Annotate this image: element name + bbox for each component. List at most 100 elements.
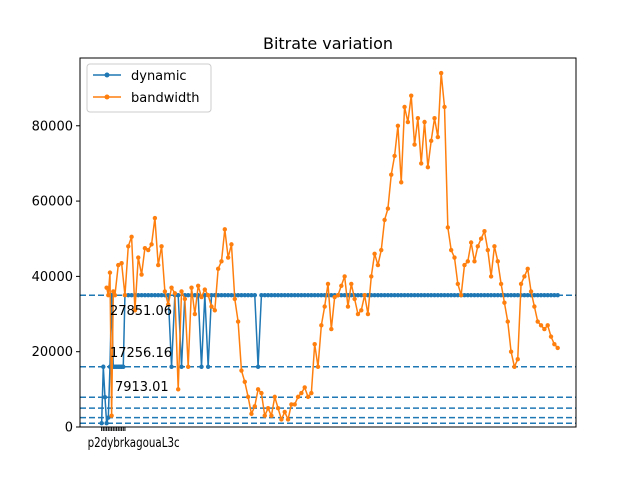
series-bandwidth-point (379, 247, 384, 253)
series-dynamic-point (199, 364, 204, 369)
legend-dynamic-marker (104, 72, 110, 78)
series-bandwidth-point (362, 293, 367, 298)
series-dynamic-point (176, 293, 181, 298)
series-dynamic-point (242, 293, 247, 298)
series-bandwidth-point (399, 180, 404, 185)
series-bandwidth-point (106, 293, 111, 298)
series-dynamic-point (259, 293, 264, 298)
series-bandwidth-point (452, 255, 457, 260)
series-dynamic-point (269, 293, 274, 298)
series-bandwidth-point (219, 259, 224, 264)
series-bandwidth-point (166, 302, 171, 307)
legend-bandwidth-marker (104, 94, 110, 100)
series-dynamic-point (252, 293, 257, 298)
series-bandwidth-point (425, 164, 431, 170)
series-dynamic-point (169, 364, 174, 369)
series-bandwidth-point (262, 413, 267, 418)
series-dynamic-point (126, 293, 131, 298)
series-dynamic-point (106, 415, 111, 420)
series-bandwidth-point (292, 402, 297, 407)
series-dynamic-point (222, 293, 228, 298)
series-dynamic-point (395, 293, 401, 298)
series-bandwidth-point (552, 341, 557, 347)
series-bandwidth-point (548, 334, 554, 339)
series-dynamic-point (295, 293, 301, 298)
series-bandwidth-point (419, 161, 424, 166)
series-dynamic-point (542, 293, 547, 298)
series-bandwidth-point (212, 308, 218, 313)
series-bandwidth-point (319, 323, 324, 328)
series-dynamic-point (505, 293, 510, 298)
series-dynamic-point (136, 293, 141, 298)
series-bandwidth-point (129, 234, 134, 240)
series-dynamic-point (535, 293, 540, 298)
series-bandwidth-point (315, 364, 321, 369)
series-dynamic-point (392, 293, 397, 298)
series-bandwidth-point (312, 341, 317, 347)
series-dynamic-point (192, 293, 198, 298)
series-dynamic-point (515, 293, 520, 298)
series-bandwidth-point (162, 289, 168, 294)
series-bandwidth-point (242, 379, 247, 385)
series-dynamic-point (442, 293, 447, 298)
series-bandwidth-point (239, 368, 244, 373)
series-dynamic-point (455, 293, 461, 298)
y-axis: 0 20000 40000 60000 80000 (32, 119, 80, 436)
series-bandwidth-point (146, 247, 151, 253)
series-dynamic-point (315, 293, 321, 298)
series-bandwidth-point (225, 255, 231, 260)
series-bandwidth-point (149, 242, 154, 247)
series-layer (99, 70, 560, 426)
series-bandwidth-point (195, 283, 201, 288)
series-dynamic-point (415, 293, 421, 298)
series-dynamic-point (482, 293, 487, 298)
series-bandwidth-point (332, 294, 337, 300)
series-dynamic-point (152, 293, 158, 298)
series-bandwidth-point (189, 285, 194, 290)
series-bandwidth-point (492, 244, 497, 249)
series-dynamic-point (265, 293, 271, 298)
series-dynamic-point (355, 293, 361, 298)
series-bandwidth-point (342, 274, 347, 279)
series-bandwidth-point (488, 274, 494, 279)
series-bandwidth-point (525, 266, 530, 272)
series-bandwidth-point (289, 402, 294, 407)
series-bandwidth-point (502, 300, 507, 305)
series-dynamic-point (492, 293, 497, 298)
series-bandwidth-point (495, 259, 500, 264)
series-dynamic-point (156, 293, 161, 298)
series-bandwidth-point (435, 134, 441, 140)
series-bandwidth-point (445, 225, 451, 230)
series-dynamic-point (452, 293, 457, 298)
series-bandwidth-point (122, 293, 128, 298)
series-dynamic-point (272, 293, 277, 298)
series-dynamic-point (239, 293, 244, 298)
series-bandwidth-point (169, 285, 174, 290)
series-dynamic-point (101, 364, 106, 369)
series-bandwidth-point (136, 255, 141, 260)
series-dynamic-point (538, 293, 544, 298)
series-bandwidth-point (375, 262, 381, 268)
series-dynamic-point (319, 293, 324, 298)
series-bandwidth-point (259, 390, 264, 396)
series-bandwidth-point (159, 244, 164, 249)
series-bandwidth-point (349, 281, 354, 287)
y-tick-label: 40000 (32, 270, 73, 285)
series-bandwidth-point (359, 308, 364, 313)
series-dynamic-point (419, 293, 424, 298)
series-bandwidth-point (409, 93, 414, 98)
series-dynamic-point (129, 293, 134, 298)
series-bandwidth-point (245, 394, 251, 400)
series-bandwidth-point (389, 172, 394, 177)
series-bandwidth-point (142, 245, 148, 251)
series-bandwidth-point (215, 266, 221, 272)
series-bandwidth-point (309, 390, 314, 396)
series-bandwidth-point (458, 293, 464, 298)
series-dynamic-point (382, 293, 387, 298)
annotation-label: 17256.16 (110, 346, 172, 361)
series-bandwidth-point (455, 281, 461, 287)
y-tick-label: 60000 (32, 195, 73, 210)
series-bandwidth-point (275, 405, 281, 411)
series-dynamic-point (209, 293, 214, 298)
series-bandwidth-point (532, 304, 537, 309)
